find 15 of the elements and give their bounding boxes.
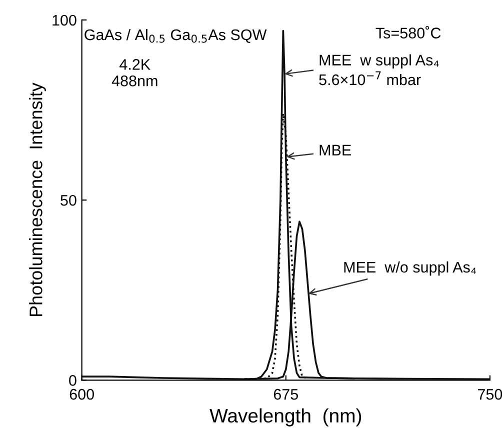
- annotation: 4.2K 488nm: [112, 59, 158, 86]
- annotation: GaAs / Al$_{0.5}$ Ga$_{0.5}$As SQW: [84, 28, 267, 43]
- x-tick-label: 600: [70, 388, 94, 400]
- y-tick-label: 50: [60, 194, 76, 206]
- x-tick-label: 675: [274, 388, 298, 400]
- x-axis-title: Wavelength (nm): [210, 408, 362, 426]
- annotation: 5.6×10$^{−7}$ mbar: [319, 71, 421, 86]
- annotation: Ts=580˚C: [376, 26, 441, 38]
- y-axis-title: Photoluminescence Intensity: [29, 82, 46, 316]
- x-tick-label: 750: [478, 388, 502, 400]
- annotation: MBE: [320, 144, 351, 156]
- y-tick-label: 0: [69, 375, 76, 386]
- annotation: MEE w/o suppl As₄: [344, 261, 476, 276]
- annotation: MEE w suppl As₄: [320, 54, 439, 69]
- y-tick-label: 100: [52, 14, 76, 26]
